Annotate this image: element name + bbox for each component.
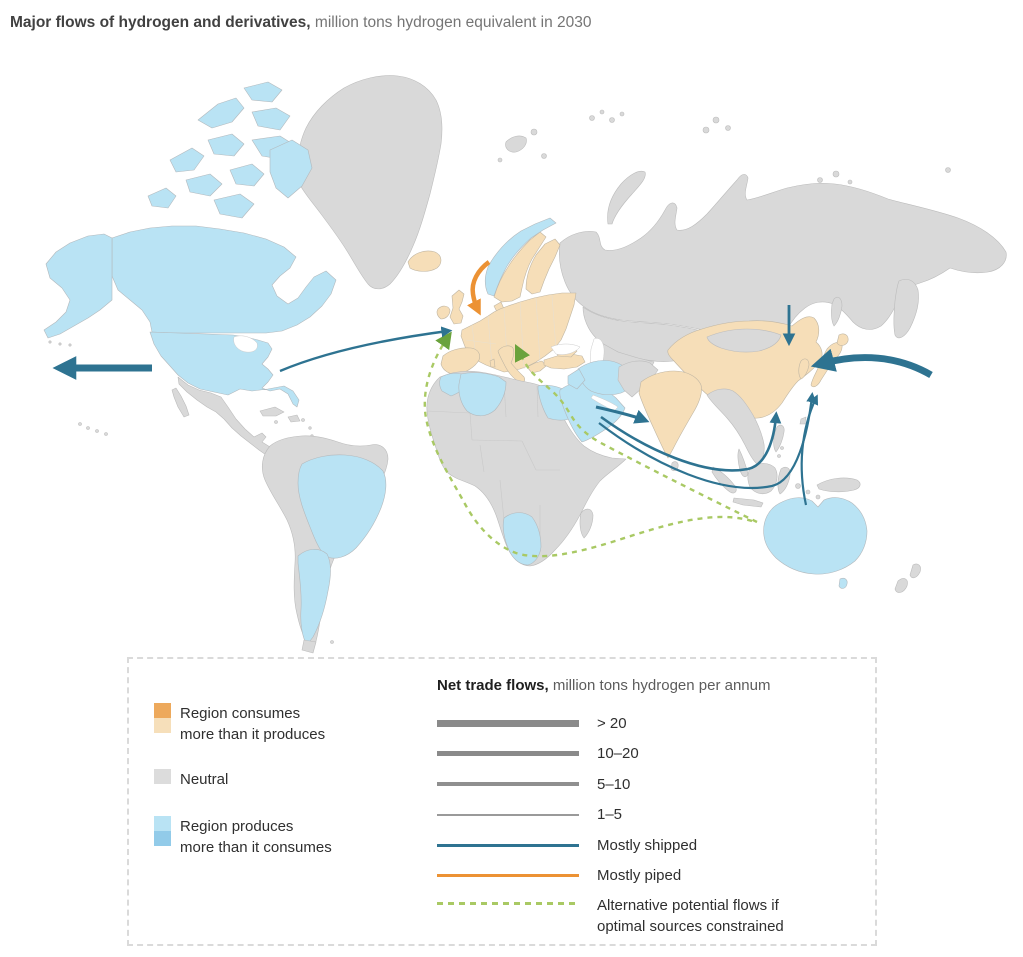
title-subtitle: million tons hydrogen equivalent in 2030: [314, 14, 592, 31]
legend-item-consumes: Region consumes more than it produces: [154, 703, 332, 745]
region-tasmania: [838, 577, 848, 589]
arctic-islands: [497, 109, 951, 225]
region-pakistan-afghanistan: [617, 360, 659, 398]
legend-flows-column: Net trade flows, million tons hydrogen p…: [437, 677, 784, 937]
region-brazil: [297, 454, 387, 559]
legend-flow-gt20: > 20: [437, 708, 784, 739]
flow-middle-east-to-china: [600, 411, 782, 472]
region-philippines: [773, 424, 785, 458]
region-algeria: [458, 372, 507, 417]
consumer-swatches: [154, 703, 171, 733]
neutral-label: Neutral: [180, 771, 229, 788]
alternative-label: Alternative potential flows if optimal s…: [597, 897, 784, 935]
region-sakhalin: [831, 296, 843, 327]
neutral-swatches: [154, 769, 171, 784]
legend-box: Region consumes more than it produces Ne…: [127, 657, 877, 946]
region-india: [638, 370, 702, 459]
page-title: Major flows of hydrogen and derivatives,…: [10, 14, 592, 32]
flow-middle-east-to-india: [595, 405, 650, 424]
region-canada: [111, 225, 337, 334]
region-new-zealand: [894, 563, 921, 593]
legend-flow-1-5: 1–5: [437, 800, 784, 831]
line-sample-piped: [437, 874, 579, 878]
producer-dark-swatch: [154, 831, 171, 846]
region-baja: [171, 387, 190, 418]
legend-flow-alternative: Alternative potential flows if optimal s…: [437, 891, 784, 937]
falklands: [330, 640, 334, 644]
region-iceland: [407, 250, 442, 272]
world-flow-map: [43, 75, 1007, 654]
flows: [52, 260, 933, 558]
region-finland: [525, 238, 561, 295]
region-southern-africa: [502, 512, 542, 566]
legend-item-produces: Region produces more than it consumes: [154, 816, 332, 858]
region-madagascar: [579, 508, 594, 539]
line-sample-shipped: [437, 844, 579, 847]
line-sample-5-10: [437, 782, 579, 787]
region-taiwan: [799, 416, 807, 425]
title-bold: Major flows of hydrogen and derivatives,: [10, 14, 311, 31]
producer-swatches: [154, 816, 171, 846]
region-caribbean: [259, 406, 314, 438]
flow-australia-to-japan: [800, 394, 819, 506]
great-lakes: [233, 335, 258, 353]
consumer-dark-swatch: [154, 703, 171, 718]
legend-flow-piped: Mostly piped: [437, 861, 784, 892]
legend-item-neutral: Neutral: [154, 769, 332, 790]
region-greenland: [297, 75, 443, 290]
region-alaska: [43, 233, 113, 339]
region-se-asia: [706, 388, 765, 466]
region-mongolia: [706, 328, 782, 353]
neutral-swatch: [154, 769, 171, 784]
flow-norway-to-europe-piped: [467, 260, 491, 316]
region-kamchatka: [893, 279, 919, 339]
legend-flow-10-20: 10–20: [437, 739, 784, 770]
legend-flow-shipped: Mostly shipped: [437, 830, 784, 861]
consumer-light-swatch: [154, 718, 171, 733]
region-italy: [497, 345, 525, 383]
region-europe: [460, 292, 577, 373]
line-sample-10-20: [437, 751, 579, 757]
region-korea: [798, 358, 810, 380]
producer-label: Region produces more than it consumes: [180, 818, 332, 856]
landmasses: [43, 75, 1007, 654]
net-trade-flows-header: Net trade flows, million tons hydrogen p…: [437, 677, 771, 694]
region-patagonia-tip: [301, 639, 317, 654]
flow-alt-australia-to-nw-europe: [423, 331, 753, 558]
line-sample-alternative: [437, 902, 579, 905]
region-ireland: [436, 305, 451, 320]
region-hokkaido: [836, 333, 849, 346]
aleutian-islands: [48, 340, 72, 347]
consumer-label: Region consumes more than it produces: [180, 705, 326, 743]
legend-flow-5-10: 5–10: [437, 769, 784, 800]
region-iraq: [567, 368, 586, 390]
line-sample-gt20: [437, 719, 579, 727]
region-usa: [149, 331, 300, 408]
region-australia: [763, 497, 868, 575]
region-chile-argentina: [297, 549, 331, 646]
hawaii: [78, 422, 108, 436]
region-sardinia: [489, 358, 496, 368]
region-sweden: [493, 231, 547, 303]
region-malay: [737, 448, 749, 478]
black-sea: [550, 343, 581, 355]
line-sample-1-5: [437, 813, 579, 816]
legend-region-column: Region consumes more than it produces Ne…: [154, 703, 332, 882]
flow-pacific-to-japan-korea: [810, 348, 933, 379]
region-norway: [484, 217, 557, 297]
region-iberia: [440, 347, 480, 375]
region-new-guinea: [816, 477, 861, 493]
producer-light-swatch: [154, 816, 171, 831]
flow-us-to-europe: [279, 326, 453, 373]
africa-internal-borders: [426, 382, 560, 540]
region-canadian-archipelago: [147, 81, 313, 219]
region-uk: [449, 289, 465, 325]
